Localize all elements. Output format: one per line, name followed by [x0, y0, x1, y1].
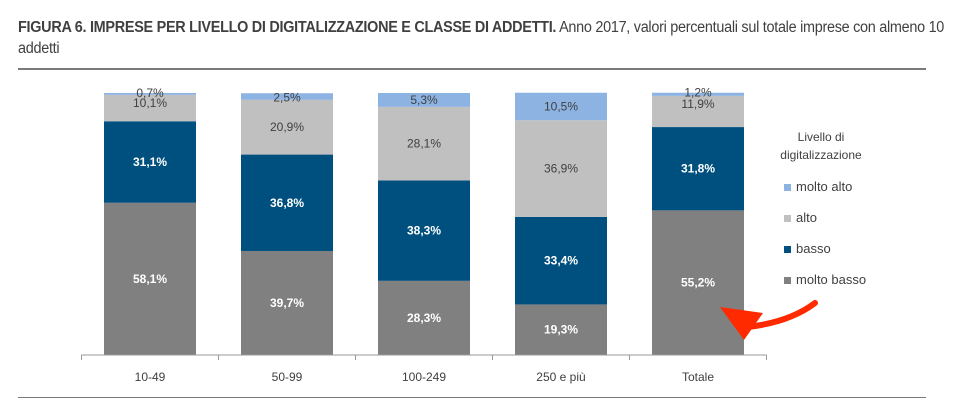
bar-segment: [652, 92, 744, 96]
bar-segment: [104, 93, 196, 95]
data-label: 10,5%: [544, 99, 578, 113]
bar-segment: [378, 280, 470, 355]
data-label: 2,5%: [273, 90, 301, 104]
data-label: 20,9%: [270, 120, 304, 134]
bar-segment: [652, 95, 744, 128]
bar-segment: [378, 93, 470, 107]
data-label: 39,7%: [270, 296, 304, 310]
data-label: 11,9%: [681, 97, 714, 111]
data-label: 28,3%: [407, 311, 441, 325]
bar-segment: [515, 304, 607, 355]
legend-swatch: [784, 277, 791, 284]
bar-segment: [241, 93, 333, 100]
data-label: 5,3%: [410, 93, 438, 107]
bar-segment: [378, 106, 470, 181]
legend-title: Livello di: [798, 130, 845, 144]
bar-segment: [241, 154, 333, 251]
bar-segment: [104, 94, 196, 122]
bar-segment: [515, 216, 607, 305]
bar-segment: [515, 120, 607, 217]
category-label: 50-99: [272, 370, 303, 384]
bar-segment: [515, 92, 607, 121]
bar-segment: [104, 121, 196, 203]
legend-swatch: [784, 184, 791, 191]
legend-label: alto: [796, 210, 817, 225]
bar-segment: [378, 180, 470, 281]
data-label: 19,3%: [544, 323, 578, 337]
bar-segment: [241, 250, 333, 355]
category-label: Totale: [682, 370, 714, 384]
data-label: 31,8%: [681, 162, 715, 176]
data-label: 55,2%: [681, 276, 715, 290]
legend-title: digitalizzazione: [780, 148, 862, 162]
chart-title: FIGURA 6. IMPRESE PER LIVELLO DI DIGITAL…: [18, 17, 957, 59]
data-label: 31,1%: [133, 155, 167, 169]
bottom-rule: [18, 397, 926, 398]
legend-label: molto alto: [796, 179, 852, 194]
bar-segment: [104, 202, 196, 355]
data-label: 36,9%: [544, 162, 578, 176]
arrow-icon: [745, 300, 818, 330]
legend-swatch: [784, 215, 791, 222]
data-label: 58,1%: [133, 272, 167, 286]
legend-label: basso: [796, 241, 831, 256]
bar-segment: [652, 210, 744, 355]
legend-label: molto basso: [796, 272, 866, 287]
data-label: 38,3%: [407, 224, 441, 238]
bar-segment: [652, 127, 744, 211]
data-label: 1,2%: [684, 86, 712, 100]
arrowhead-icon: [720, 307, 763, 340]
data-label: 0,7%: [136, 86, 164, 100]
data-label: 33,4%: [544, 254, 578, 268]
category-label: 100-249: [402, 370, 446, 384]
title-rest: Anno 2017, valori percentuali sul totale…: [18, 19, 945, 57]
data-label: 28,1%: [407, 137, 441, 151]
legend-swatch: [784, 246, 791, 253]
title-bold: FIGURA 6. IMPRESE PER LIVELLO DI DIGITAL…: [18, 19, 557, 36]
data-label: 10,1%: [133, 96, 167, 110]
bar-segment: [241, 99, 333, 155]
category-label: 10-49: [135, 370, 166, 384]
top-rule: [18, 68, 926, 70]
data-label: 36,8%: [270, 196, 304, 210]
category-label: 250 e più: [536, 370, 585, 384]
